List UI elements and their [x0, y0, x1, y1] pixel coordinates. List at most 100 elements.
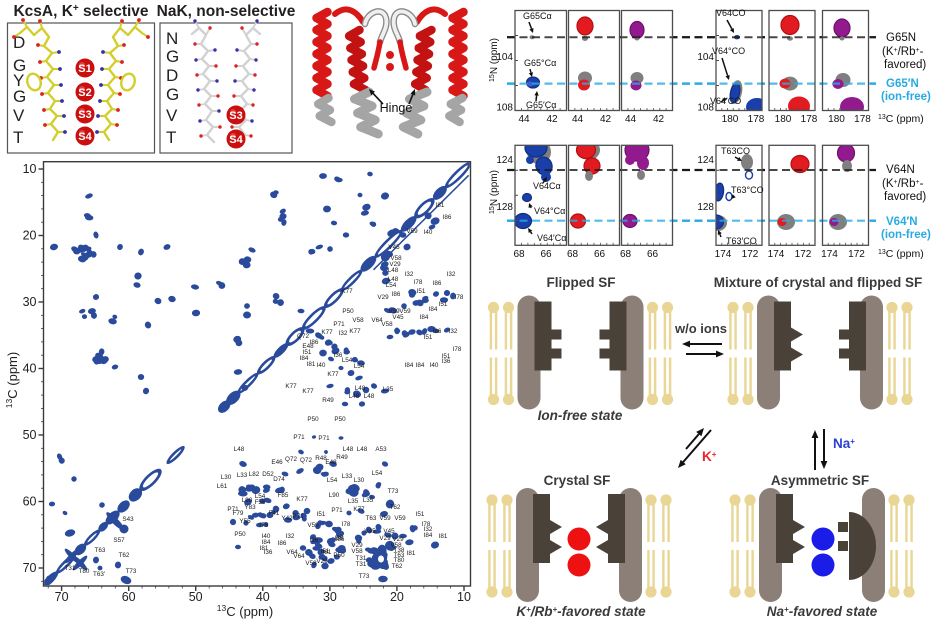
svg-text:P50: P50: [307, 416, 319, 423]
svg-text:68: 68: [620, 249, 632, 260]
svg-text:V45: V45: [388, 244, 400, 251]
svg-text:I86: I86: [443, 214, 452, 221]
svg-text:S57: S57: [113, 537, 125, 544]
svg-text:V58: V58: [352, 317, 364, 324]
svg-text:L54: L54: [327, 477, 338, 484]
svg-text:Y83: Y83: [244, 504, 256, 511]
svg-text:I51: I51: [442, 353, 451, 360]
svg-text:I81: I81: [260, 545, 269, 552]
svg-text:L90: L90: [329, 492, 340, 499]
svg-text:P50: P50: [342, 308, 354, 315]
svg-text:42: 42: [653, 114, 665, 125]
svg-text:44: 44: [572, 114, 584, 125]
svg-text:G65N: G65N: [886, 32, 916, 44]
svg-text:favored): favored): [884, 59, 926, 71]
svg-text:I51: I51: [416, 511, 425, 518]
svg-text:V64°CO: V64°CO: [712, 46, 745, 56]
svg-text:V59: V59: [394, 515, 406, 522]
svg-text:66: 66: [594, 249, 606, 260]
svg-text:L54: L54: [386, 282, 397, 289]
svg-text:T63′CO: T63′CO: [726, 236, 757, 246]
svg-text:I81: I81: [323, 549, 332, 556]
svg-text:I86: I86: [335, 535, 344, 542]
svg-text:I51: I51: [417, 288, 426, 295]
svg-text:I81: I81: [439, 533, 448, 540]
svg-text:Asymmetric SF: Asymmetric SF: [771, 473, 869, 488]
svg-text:K77: K77: [321, 329, 333, 336]
svg-text:V29: V29: [377, 294, 389, 301]
svg-text:V29: V29: [392, 536, 404, 543]
svg-text:I84: I84: [429, 306, 438, 313]
svg-text:R49: R49: [322, 397, 334, 404]
svg-text:I84: I84: [300, 355, 309, 362]
svg-text:I40: I40: [317, 362, 326, 369]
svg-text:Y55: Y55: [239, 518, 251, 525]
svg-text:L35: L35: [363, 497, 374, 504]
svg-text:Mixture of crystal and flipped: Mixture of crystal and flipped SF: [714, 275, 923, 290]
svg-text:Ion-free state: Ion-free state: [538, 408, 623, 423]
svg-text:P50: P50: [234, 531, 246, 538]
svg-text:S1: S1: [78, 63, 91, 75]
svg-text:L54: L54: [255, 493, 266, 500]
svg-text:68: 68: [567, 249, 579, 260]
svg-text:G: G: [13, 87, 26, 106]
svg-text:10: 10: [457, 590, 471, 604]
svg-text:13C (ppm): 13C (ppm): [217, 603, 273, 619]
svg-text:I84: I84: [424, 532, 433, 539]
svg-text:108: 108: [496, 103, 513, 114]
svg-text:I86: I86: [310, 339, 319, 346]
svg-text:T: T: [166, 128, 176, 147]
svg-text:I86: I86: [433, 280, 442, 287]
svg-text:S3: S3: [229, 110, 242, 122]
svg-text:I84: I84: [405, 362, 414, 369]
svg-text:20: 20: [390, 590, 404, 604]
svg-text:K77: K77: [302, 388, 314, 395]
svg-text:P71: P71: [227, 506, 239, 513]
svg-text:K77: K77: [285, 383, 297, 390]
svg-text:S4: S4: [78, 131, 92, 143]
svg-text:124: 124: [697, 155, 714, 166]
svg-text:L48: L48: [357, 446, 368, 453]
svg-text:T63: T63: [366, 515, 377, 522]
svg-text:13C (ppm): 13C (ppm): [878, 113, 924, 125]
svg-text:G65′Cα: G65′Cα: [526, 100, 556, 110]
svg-text:(K+/Rb+-: (K+/Rb+-: [882, 178, 924, 190]
svg-text:T38: T38: [394, 547, 405, 554]
svg-text:P71: P71: [293, 434, 305, 441]
svg-text:D74: D74: [273, 476, 285, 483]
svg-text:T: T: [13, 128, 23, 147]
svg-text:(K+/Rb+-: (K+/Rb+-: [882, 46, 924, 58]
svg-text:60: 60: [122, 590, 136, 604]
svg-text:60: 60: [23, 495, 37, 509]
svg-text:44: 44: [518, 114, 530, 125]
svg-text:K77: K77: [353, 506, 365, 513]
svg-text:Y: Y: [13, 71, 24, 90]
svg-text:68: 68: [513, 249, 525, 260]
svg-text:V59: V59: [307, 522, 319, 529]
svg-text:L48: L48: [388, 267, 399, 274]
svg-text:L48: L48: [349, 393, 360, 400]
svg-text:I84: I84: [262, 539, 271, 546]
svg-text:V58: V58: [305, 560, 317, 567]
svg-text:I40: I40: [262, 533, 271, 540]
svg-text:15N (ppm): 15N (ppm): [489, 170, 501, 214]
svg-text:180: 180: [722, 114, 739, 125]
svg-text:P50: P50: [333, 552, 345, 559]
svg-text:T31: T31: [356, 555, 367, 562]
svg-text:R49: R49: [336, 454, 348, 461]
svg-text:I84: I84: [416, 362, 425, 369]
svg-text:L35: L35: [348, 498, 359, 505]
svg-text:I81: I81: [436, 202, 445, 209]
svg-text:Flipped SF: Flipped SF: [547, 275, 616, 290]
svg-text:S4: S4: [229, 134, 243, 146]
svg-text:40: 40: [23, 362, 37, 376]
svg-text:172: 172: [848, 249, 865, 260]
svg-text:F56: F56: [255, 499, 266, 506]
svg-text:K77: K77: [341, 288, 353, 295]
svg-text:P71: P71: [292, 513, 304, 520]
svg-text:L48: L48: [364, 393, 375, 400]
svg-text:L54: L54: [342, 357, 353, 364]
svg-text:I51: I51: [439, 301, 448, 308]
svg-text:V58: V58: [390, 255, 402, 262]
svg-text:V29: V29: [389, 261, 401, 268]
